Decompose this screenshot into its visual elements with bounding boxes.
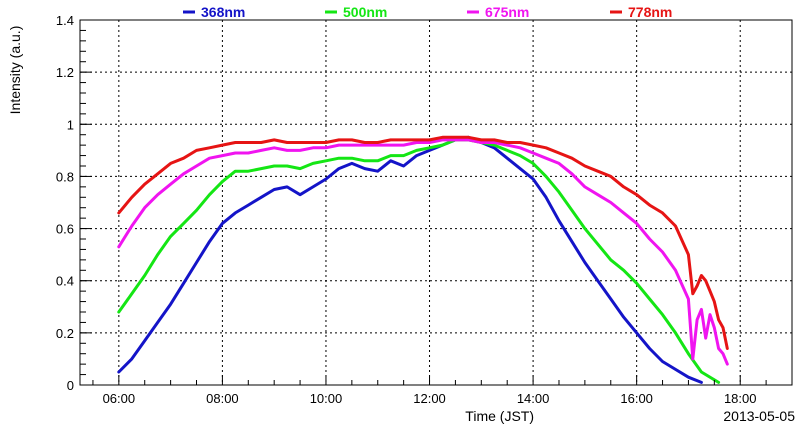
legend-label: 675nm xyxy=(485,4,529,20)
x-tick-label: 12:00 xyxy=(413,391,446,406)
date-label: 2013-05-05 xyxy=(723,408,795,424)
y-tick-label: 0.8 xyxy=(56,169,74,184)
x-tick-label: 14:00 xyxy=(517,391,550,406)
legend-label: 500nm xyxy=(343,4,387,20)
plot-frame xyxy=(79,19,793,386)
x-axis-title: Time (JST) xyxy=(465,408,534,424)
x-tick-label: 16:00 xyxy=(620,391,653,406)
x-tick-label: 18:00 xyxy=(724,391,757,406)
y-tick-label: 1.2 xyxy=(56,65,74,80)
grid-layer xyxy=(80,20,792,385)
y-tick-label: 0.2 xyxy=(56,326,74,341)
y-tick-label: 0.6 xyxy=(56,222,74,237)
y-tick-label: 0.4 xyxy=(56,274,74,289)
y-tick-label: 1.4 xyxy=(56,13,74,28)
series-line-675nm xyxy=(117,138,729,366)
series-line-778nm xyxy=(117,135,729,350)
legend-label: 368nm xyxy=(201,4,245,20)
axis-layer: 06:00 08:00 10:00 12:00 14:00 16:00 18:00 0 0.2 0… xyxy=(56,13,767,406)
series-line-368nm xyxy=(117,135,703,384)
x-tick-label: 08:00 xyxy=(206,391,239,406)
series-layer xyxy=(117,135,729,384)
legend-label: 778nm xyxy=(628,4,672,20)
y-tick-label: 1 xyxy=(67,117,74,132)
y-axis-title: Intensity (a.u.) xyxy=(7,26,23,115)
x-tick-label: 06:00 xyxy=(103,391,136,406)
x-tick-label: 10:00 xyxy=(310,391,343,406)
legend: 368nm 500nm 675nm 778nm xyxy=(183,4,672,20)
y-tick-label: 0 xyxy=(67,378,74,393)
series-line-500nm xyxy=(117,138,721,384)
